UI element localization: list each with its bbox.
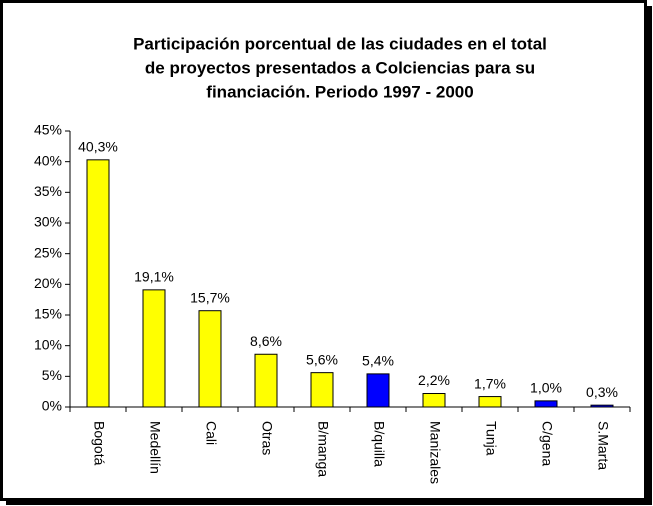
- bar: [590, 404, 614, 408]
- bar: [86, 159, 110, 408]
- shadow: [6, 499, 652, 505]
- y-tick-label: 30%: [34, 214, 62, 230]
- x-tick-label: Medellín: [147, 421, 163, 474]
- y-tick-label: 10%: [34, 336, 62, 352]
- data-label: 0,3%: [586, 384, 618, 400]
- x-tick-label: Tunja: [483, 421, 499, 456]
- data-label: 1,7%: [474, 375, 506, 391]
- bar: [254, 353, 278, 408]
- bar: [422, 393, 446, 408]
- data-label: 8,6%: [250, 333, 282, 349]
- y-tick-label: 0%: [42, 398, 62, 414]
- data-label: 15,7%: [190, 289, 230, 305]
- y-tick-label: 25%: [34, 244, 62, 260]
- chart-title: financiación. Periodo 1997 - 2000: [206, 82, 473, 101]
- x-tick-label: Cali: [203, 421, 219, 445]
- data-label: 1,0%: [530, 380, 562, 396]
- chart-title: Participación porcentual de las ciudades…: [133, 34, 547, 53]
- data-label: 5,6%: [306, 351, 338, 367]
- x-tick-label: B/quilla: [371, 421, 387, 467]
- bar: [310, 372, 334, 408]
- data-label: 2,2%: [418, 372, 450, 388]
- x-tick-label: Manizales: [427, 421, 443, 484]
- bar: [366, 373, 390, 408]
- x-tick-label: Otras: [259, 421, 275, 455]
- chart-title: de proyectos presentados a Colciencias p…: [145, 58, 535, 77]
- bar: [478, 396, 502, 408]
- x-tick-label: C/gena: [539, 421, 555, 466]
- shadow: [646, 6, 652, 505]
- data-label: 19,1%: [134, 269, 174, 285]
- bar: [142, 289, 166, 408]
- x-tick-label: B/manga: [315, 421, 331, 477]
- y-tick-label: 35%: [34, 183, 62, 199]
- data-label: 5,4%: [362, 353, 394, 369]
- y-tick-label: 5%: [42, 367, 62, 383]
- x-tick-label: S.Marta: [595, 421, 611, 470]
- y-tick-label: 45%: [34, 122, 62, 138]
- y-tick-label: 20%: [34, 275, 62, 291]
- x-tick-label: Bogotá: [91, 421, 107, 466]
- y-tick-label: 15%: [34, 306, 62, 322]
- data-label: 40,3%: [78, 139, 118, 155]
- y-tick-label: 40%: [34, 152, 62, 168]
- bar: [198, 310, 222, 408]
- bar: [534, 400, 558, 408]
